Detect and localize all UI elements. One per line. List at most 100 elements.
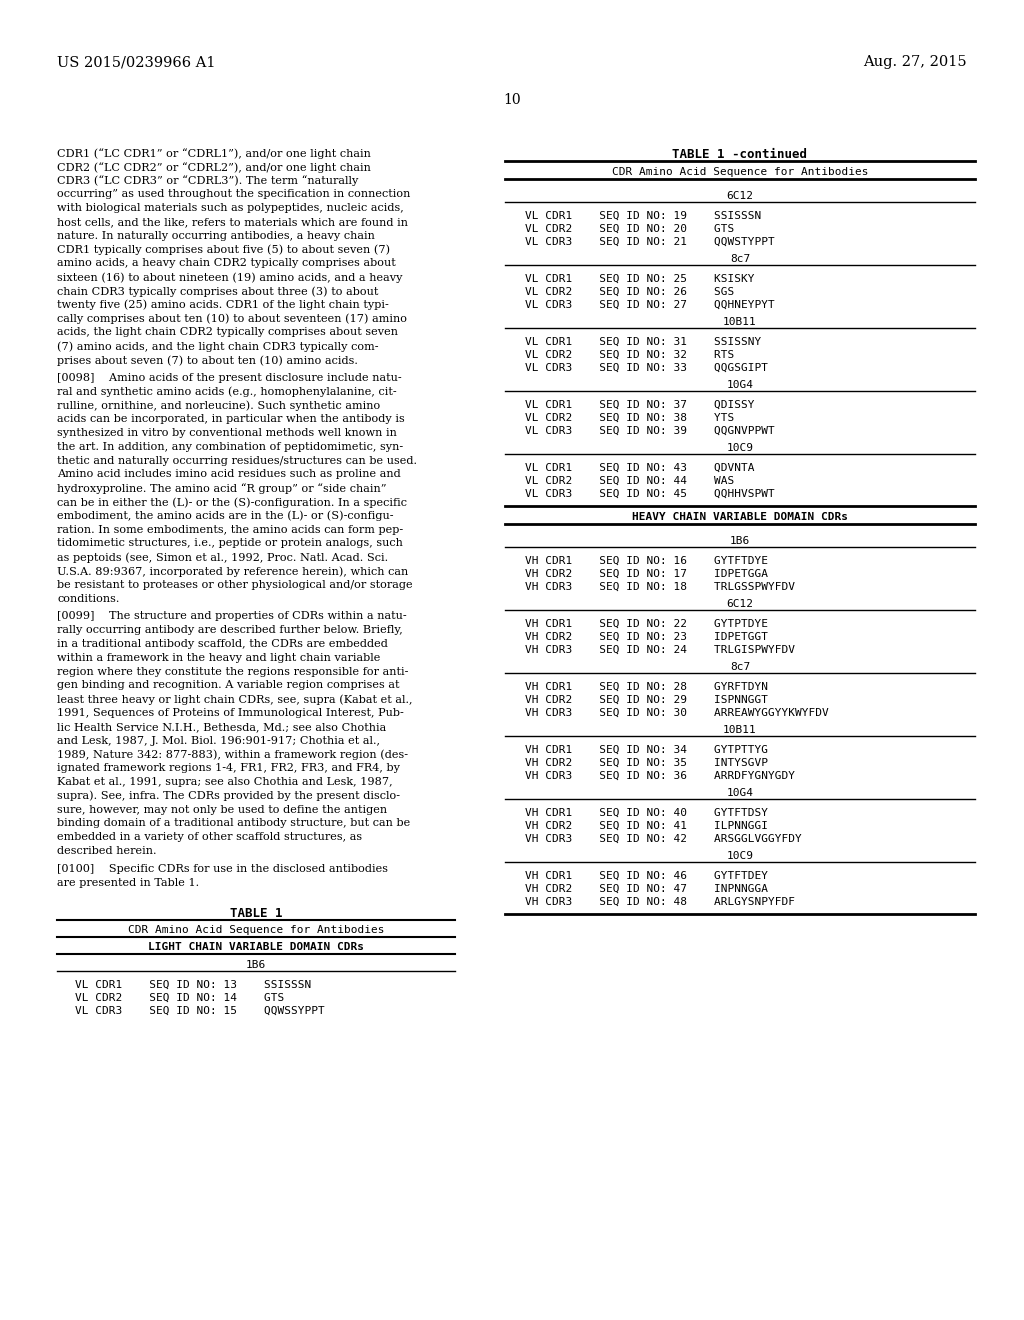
Text: TABLE 1 -continued: TABLE 1 -continued — [673, 148, 808, 161]
Text: sure, however, may not only be used to define the antigen: sure, however, may not only be used to d… — [57, 805, 387, 814]
Text: prises about seven (7) to about ten (10) amino acids.: prises about seven (7) to about ten (10)… — [57, 355, 357, 366]
Text: CDR Amino Acid Sequence for Antibodies: CDR Amino Acid Sequence for Antibodies — [128, 925, 384, 936]
Text: VL CDR2    SEQ ID NO: 20    GTS: VL CDR2 SEQ ID NO: 20 GTS — [525, 224, 734, 234]
Text: CDR1 (“LC CDR1” or “CDRL1”), and/or one light chain: CDR1 (“LC CDR1” or “CDRL1”), and/or one … — [57, 148, 371, 158]
Text: VH CDR1    SEQ ID NO: 46    GYTFTDEY: VH CDR1 SEQ ID NO: 46 GYTFTDEY — [525, 871, 768, 880]
Text: VL CDR2    SEQ ID NO: 38    YTS: VL CDR2 SEQ ID NO: 38 YTS — [525, 413, 734, 422]
Text: gen binding and recognition. A variable region comprises at: gen binding and recognition. A variable … — [57, 680, 399, 690]
Text: rulline, ornithine, and norleucine). Such synthetic amino: rulline, ornithine, and norleucine). Suc… — [57, 400, 380, 411]
Text: described herein.: described herein. — [57, 846, 157, 855]
Text: [0100]    Specific CDRs for use in the disclosed antibodies: [0100] Specific CDRs for use in the disc… — [57, 863, 388, 874]
Text: 8c7: 8c7 — [730, 253, 751, 264]
Text: 10: 10 — [503, 92, 521, 107]
Text: VL CDR1    SEQ ID NO: 19    SSISSSN: VL CDR1 SEQ ID NO: 19 SSISSSN — [525, 211, 761, 220]
Text: VL CDR1    SEQ ID NO: 25    KSISKY: VL CDR1 SEQ ID NO: 25 KSISKY — [525, 275, 755, 284]
Text: VH CDR2    SEQ ID NO: 23    IDPETGGT: VH CDR2 SEQ ID NO: 23 IDPETGGT — [525, 632, 768, 642]
Text: VH CDR3    SEQ ID NO: 42    ARSGGLVGGYFDY: VH CDR3 SEQ ID NO: 42 ARSGGLVGGYFDY — [525, 834, 802, 843]
Text: rally occurring antibody are described further below. Briefly,: rally occurring antibody are described f… — [57, 626, 402, 635]
Text: CDR3 (“LC CDR3” or “CDRL3”). The term “naturally: CDR3 (“LC CDR3” or “CDRL3”). The term “n… — [57, 176, 358, 186]
Text: VL CDR2    SEQ ID NO: 14    GTS: VL CDR2 SEQ ID NO: 14 GTS — [75, 993, 285, 1002]
Text: host cells, and the like, refers to materials which are found in: host cells, and the like, refers to mate… — [57, 216, 408, 227]
Text: ignated framework regions 1-4, FR1, FR2, FR3, and FR4, by: ignated framework regions 1-4, FR1, FR2,… — [57, 763, 400, 774]
Text: embodiment, the amino acids are in the (L)- or (S)-configu-: embodiment, the amino acids are in the (… — [57, 511, 393, 521]
Text: embedded in a variety of other scaffold structures, as: embedded in a variety of other scaffold … — [57, 832, 362, 842]
Text: VH CDR3    SEQ ID NO: 36    ARRDFYGNYGDY: VH CDR3 SEQ ID NO: 36 ARRDFYGNYGDY — [525, 771, 795, 781]
Text: VH CDR1    SEQ ID NO: 28    GYRFTDYN: VH CDR1 SEQ ID NO: 28 GYRFTDYN — [525, 682, 768, 692]
Text: 1B6: 1B6 — [246, 961, 266, 970]
Text: 10B11: 10B11 — [723, 317, 757, 327]
Text: U.S.A. 89:9367, incorporated by reference herein), which can: U.S.A. 89:9367, incorporated by referenc… — [57, 566, 409, 577]
Text: thetic and naturally occurring residues/structures can be used.: thetic and naturally occurring residues/… — [57, 455, 417, 466]
Text: are presented in Table 1.: are presented in Table 1. — [57, 878, 199, 887]
Text: cally comprises about ten (10) to about seventeen (17) amino: cally comprises about ten (10) to about … — [57, 314, 407, 325]
Text: US 2015/0239966 A1: US 2015/0239966 A1 — [57, 55, 215, 69]
Text: VL CDR3    SEQ ID NO: 27    QQHNEYPYT: VL CDR3 SEQ ID NO: 27 QQHNEYPYT — [525, 300, 775, 310]
Text: VH CDR3    SEQ ID NO: 24    TRLGISPWYFDV: VH CDR3 SEQ ID NO: 24 TRLGISPWYFDV — [525, 645, 795, 655]
Text: lic Health Service N.I.H., Bethesda, Md.; see also Chothia: lic Health Service N.I.H., Bethesda, Md.… — [57, 722, 386, 731]
Text: VH CDR2    SEQ ID NO: 17    IDPETGGA: VH CDR2 SEQ ID NO: 17 IDPETGGA — [525, 569, 768, 579]
Text: VH CDR2    SEQ ID NO: 47    INPNNGGA: VH CDR2 SEQ ID NO: 47 INPNNGGA — [525, 884, 768, 894]
Text: VH CDR1    SEQ ID NO: 16    GYTFTDYE: VH CDR1 SEQ ID NO: 16 GYTFTDYE — [525, 556, 768, 566]
Text: 10G4: 10G4 — [726, 380, 754, 389]
Text: 10G4: 10G4 — [726, 788, 754, 799]
Text: [0098]    Amino acids of the present disclosure include natu-: [0098] Amino acids of the present disclo… — [57, 372, 401, 383]
Text: least three heavy or light chain CDRs, see, supra (Kabat et al.,: least three heavy or light chain CDRs, s… — [57, 694, 413, 705]
Text: tidomimetic structures, i.e., peptide or protein analogs, such: tidomimetic structures, i.e., peptide or… — [57, 539, 402, 548]
Text: ration. In some embodiments, the amino acids can form pep-: ration. In some embodiments, the amino a… — [57, 524, 403, 535]
Text: VH CDR3    SEQ ID NO: 48    ARLGYSNPYFDF: VH CDR3 SEQ ID NO: 48 ARLGYSNPYFDF — [525, 898, 795, 907]
Text: synthesized in vitro by conventional methods well known in: synthesized in vitro by conventional met… — [57, 428, 397, 438]
Text: VL CDR1    SEQ ID NO: 43    QDVNTA: VL CDR1 SEQ ID NO: 43 QDVNTA — [525, 463, 755, 473]
Text: [0099]    The structure and properties of CDRs within a natu-: [0099] The structure and properties of C… — [57, 611, 407, 622]
Text: VL CDR1    SEQ ID NO: 31    SSISSNY: VL CDR1 SEQ ID NO: 31 SSISSNY — [525, 337, 761, 347]
Text: 10C9: 10C9 — [726, 444, 754, 453]
Text: 1991, Sequences of Proteins of Immunological Interest, Pub-: 1991, Sequences of Proteins of Immunolog… — [57, 708, 403, 718]
Text: TABLE 1: TABLE 1 — [229, 907, 283, 920]
Text: VH CDR2    SEQ ID NO: 35    INTYSGVP: VH CDR2 SEQ ID NO: 35 INTYSGVP — [525, 758, 768, 768]
Text: sixteen (16) to about nineteen (19) amino acids, and a heavy: sixteen (16) to about nineteen (19) amin… — [57, 272, 402, 282]
Text: 6C12: 6C12 — [726, 191, 754, 201]
Text: VH CDR1    SEQ ID NO: 34    GYTPTTYG: VH CDR1 SEQ ID NO: 34 GYTPTTYG — [525, 744, 768, 755]
Text: VH CDR3    SEQ ID NO: 30    ARREAWYGGYYKWYFDV: VH CDR3 SEQ ID NO: 30 ARREAWYGGYYKWYFDV — [525, 708, 828, 718]
Text: acids can be incorporated, in particular when the antibody is: acids can be incorporated, in particular… — [57, 414, 404, 424]
Text: Aug. 27, 2015: Aug. 27, 2015 — [863, 55, 967, 69]
Text: can be in either the (L)- or the (S)-configuration. In a specific: can be in either the (L)- or the (S)-con… — [57, 498, 407, 508]
Text: (7) amino acids, and the light chain CDR3 typically com-: (7) amino acids, and the light chain CDR… — [57, 341, 379, 351]
Text: VL CDR3    SEQ ID NO: 21    QQWSTYPPT: VL CDR3 SEQ ID NO: 21 QQWSTYPPT — [525, 238, 775, 247]
Text: and Lesk, 1987, J. Mol. Biol. 196:901-917; Chothia et al.,: and Lesk, 1987, J. Mol. Biol. 196:901-91… — [57, 735, 380, 746]
Text: 10B11: 10B11 — [723, 725, 757, 735]
Text: acids, the light chain CDR2 typically comprises about seven: acids, the light chain CDR2 typically co… — [57, 327, 398, 338]
Text: 1B6: 1B6 — [730, 536, 751, 546]
Text: VH CDR1    SEQ ID NO: 40    GYTFTDSY: VH CDR1 SEQ ID NO: 40 GYTFTDSY — [525, 808, 768, 818]
Text: VH CDR1    SEQ ID NO: 22    GYTPTDYE: VH CDR1 SEQ ID NO: 22 GYTPTDYE — [525, 619, 768, 630]
Text: amino acids, a heavy chain CDR2 typically comprises about: amino acids, a heavy chain CDR2 typicall… — [57, 259, 395, 268]
Text: twenty five (25) amino acids. CDR1 of the light chain typi-: twenty five (25) amino acids. CDR1 of th… — [57, 300, 389, 310]
Text: conditions.: conditions. — [57, 594, 120, 603]
Text: VL CDR2    SEQ ID NO: 44    WAS: VL CDR2 SEQ ID NO: 44 WAS — [525, 477, 734, 486]
Text: 1989, Nature 342: 877-883), within a framework region (des-: 1989, Nature 342: 877-883), within a fra… — [57, 750, 408, 760]
Text: LIGHT CHAIN VARIABLE DOMAIN CDRs: LIGHT CHAIN VARIABLE DOMAIN CDRs — [148, 942, 364, 953]
Text: the art. In addition, any combination of peptidomimetic, syn-: the art. In addition, any combination of… — [57, 442, 403, 451]
Text: VL CDR3    SEQ ID NO: 15    QQWSSYPPT: VL CDR3 SEQ ID NO: 15 QQWSSYPPT — [75, 1006, 325, 1015]
Text: CDR2 (“LC CDR2” or “CDRL2”), and/or one light chain: CDR2 (“LC CDR2” or “CDRL2”), and/or one … — [57, 162, 371, 173]
Text: VL CDR1    SEQ ID NO: 37    QDISSY: VL CDR1 SEQ ID NO: 37 QDISSY — [525, 400, 755, 411]
Text: ral and synthetic amino acids (e.g., homophenylalanine, cit-: ral and synthetic amino acids (e.g., hom… — [57, 387, 396, 397]
Text: within a framework in the heavy and light chain variable: within a framework in the heavy and ligh… — [57, 653, 380, 663]
Text: VL CDR3    SEQ ID NO: 39    QQGNVPPWT: VL CDR3 SEQ ID NO: 39 QQGNVPPWT — [525, 426, 775, 436]
Text: hydroxyproline. The amino acid “R group” or “side chain”: hydroxyproline. The amino acid “R group”… — [57, 483, 386, 494]
Text: occurring” as used throughout the specification in connection: occurring” as used throughout the specif… — [57, 189, 411, 199]
Text: CDR1 typically comprises about five (5) to about seven (7): CDR1 typically comprises about five (5) … — [57, 244, 390, 255]
Text: VL CDR2    SEQ ID NO: 32    RTS: VL CDR2 SEQ ID NO: 32 RTS — [525, 350, 734, 360]
Text: 8c7: 8c7 — [730, 663, 751, 672]
Text: VL CDR1    SEQ ID NO: 13    SSISSSN: VL CDR1 SEQ ID NO: 13 SSISSSN — [75, 979, 311, 990]
Text: CDR Amino Acid Sequence for Antibodies: CDR Amino Acid Sequence for Antibodies — [611, 168, 868, 177]
Text: Kabat et al., 1991, supra; see also Chothia and Lesk, 1987,: Kabat et al., 1991, supra; see also Chot… — [57, 777, 392, 787]
Text: as peptoids (see, Simon et al., 1992, Proc. Natl. Acad. Sci.: as peptoids (see, Simon et al., 1992, Pr… — [57, 552, 388, 562]
Text: VH CDR3    SEQ ID NO: 18    TRLGSSPWYFDV: VH CDR3 SEQ ID NO: 18 TRLGSSPWYFDV — [525, 582, 795, 591]
Text: VL CDR3    SEQ ID NO: 45    QQHHVSPWT: VL CDR3 SEQ ID NO: 45 QQHHVSPWT — [525, 488, 775, 499]
Text: HEAVY CHAIN VARIABLE DOMAIN CDRs: HEAVY CHAIN VARIABLE DOMAIN CDRs — [632, 512, 848, 521]
Text: chain CDR3 typically comprises about three (3) to about: chain CDR3 typically comprises about thr… — [57, 286, 379, 297]
Text: Amino acid includes imino acid residues such as proline and: Amino acid includes imino acid residues … — [57, 470, 400, 479]
Text: 10C9: 10C9 — [726, 851, 754, 861]
Text: region where they constitute the regions responsible for anti-: region where they constitute the regions… — [57, 667, 409, 677]
Text: VL CDR3    SEQ ID NO: 33    QQGSGIPT: VL CDR3 SEQ ID NO: 33 QQGSGIPT — [525, 363, 768, 374]
